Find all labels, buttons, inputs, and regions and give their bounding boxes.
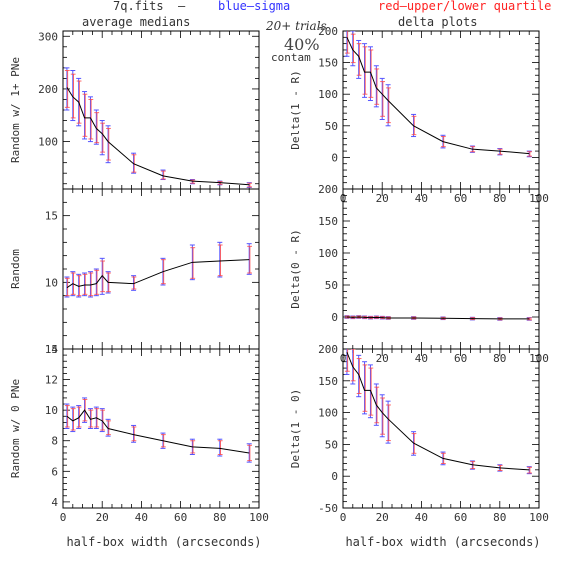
x-axis-label-left: half-box width (arcseconds)	[66, 535, 261, 549]
data-layer	[344, 31, 532, 158]
x-tick-label: 0	[340, 511, 347, 524]
y-tick-label: 50	[325, 438, 338, 451]
y-tick-label: 300	[38, 30, 58, 43]
median-line	[66, 87, 250, 186]
y-tick-label: 0	[331, 311, 338, 324]
y-axis-label: Random w/ 1+ PNe	[9, 57, 22, 163]
x-tick-label: 60	[454, 511, 467, 524]
y-tick-label: 4	[51, 496, 58, 509]
data-layer	[344, 349, 532, 475]
data-layer	[64, 241, 252, 298]
sigma-legend-label: blue–sigma	[218, 0, 290, 13]
y-tick-label: 0	[331, 470, 338, 483]
y-tick-label: 10	[45, 404, 58, 417]
chart-title-delta-plots: delta plots	[398, 15, 477, 29]
y-tick-label: 14	[45, 343, 59, 356]
y-tick-label: 100	[318, 88, 338, 101]
median-line	[346, 351, 530, 471]
y-axis-label: Delta(1 - R)	[289, 70, 302, 149]
x-tick-label: 60	[174, 511, 187, 524]
y-tick-label: 100	[318, 247, 338, 260]
chart-title-average-medians: average medians	[82, 15, 190, 29]
y-axis-label: Random	[9, 249, 22, 289]
y-tick-label: 50	[325, 279, 338, 292]
x-tick-label: 40	[415, 352, 428, 365]
data-layer	[64, 67, 252, 188]
contam-label: contam	[271, 51, 311, 64]
median-line	[66, 259, 250, 289]
x-tick-label: 100	[529, 511, 549, 524]
median-line	[66, 409, 250, 454]
x-axis-label-right: half-box width (arcseconds)	[345, 535, 540, 549]
header-dash: –	[178, 0, 186, 13]
y-axis-label: Delta(0 - R)	[289, 229, 302, 308]
plot-frame	[342, 188, 540, 350]
x-tick-label: 20	[376, 352, 389, 365]
x-tick-label: 40	[135, 511, 148, 524]
x-tick-label: 80	[493, 192, 506, 205]
x-tick-label: 20	[96, 511, 109, 524]
y-tick-label: 8	[51, 435, 58, 448]
x-tick-label: 80	[213, 511, 226, 524]
percent-label: 40%	[284, 35, 320, 54]
plot-frame	[342, 30, 540, 190]
x-tick-label: 60	[454, 352, 467, 365]
x-tick-label: 20	[376, 192, 389, 205]
plot-frame	[62, 188, 260, 350]
filename-label: 7q.fits	[113, 0, 164, 13]
plot-frame	[342, 348, 540, 509]
y-axis-label: Random w/ 0 PNe	[9, 379, 22, 478]
data-layer	[64, 397, 252, 463]
median-line	[346, 316, 530, 320]
chart-panel-2: 5 10 15 Random	[9, 188, 260, 356]
y-tick-label: 200	[318, 183, 338, 196]
trials-label: 20+ trials	[265, 19, 327, 33]
y-tick-label: 200	[318, 343, 338, 356]
y-tick-label: 100	[38, 136, 58, 149]
data-layer	[344, 315, 532, 321]
x-tick-label: 40	[415, 511, 428, 524]
x-tick-label: 20	[376, 511, 389, 524]
y-tick-label: 0	[331, 151, 338, 164]
y-tick-label: 10	[45, 276, 58, 289]
y-tick-label: 150	[318, 375, 338, 388]
y-tick-label: 12	[45, 374, 58, 387]
x-tick-label: 0	[60, 511, 67, 524]
plot-frame	[62, 30, 260, 190]
x-tick-label: 100	[249, 511, 269, 524]
y-tick-label: 5	[51, 343, 58, 356]
y-tick-label: 100	[318, 407, 338, 420]
x-tick-label: 80	[493, 352, 506, 365]
y-tick-label: 150	[318, 57, 338, 70]
chart-panel-0: 100 200 300 Random w/ 1+ PNe	[9, 30, 260, 190]
y-tick-label: 200	[318, 25, 338, 38]
median-line	[346, 37, 530, 155]
y-tick-label: 50	[325, 120, 338, 133]
x-tick-label: 40	[415, 192, 428, 205]
x-tick-label: 60	[454, 192, 467, 205]
y-tick-label: 15	[45, 210, 58, 223]
x-tick-label: 80	[493, 511, 506, 524]
y-tick-label: 6	[51, 465, 58, 478]
quartile-legend-label: red–upper/lower quartile	[378, 0, 551, 13]
y-axis-label: Delta(1 - 0)	[289, 389, 302, 468]
y-tick-label: 150	[318, 215, 338, 228]
y-tick-label: 200	[38, 83, 58, 96]
chart-panel-4: 0 20 40 60 80 100 4 6 8 10 12 14 Random w/ 0 PNe	[9, 343, 269, 524]
y-tick-label: -50	[318, 502, 338, 515]
